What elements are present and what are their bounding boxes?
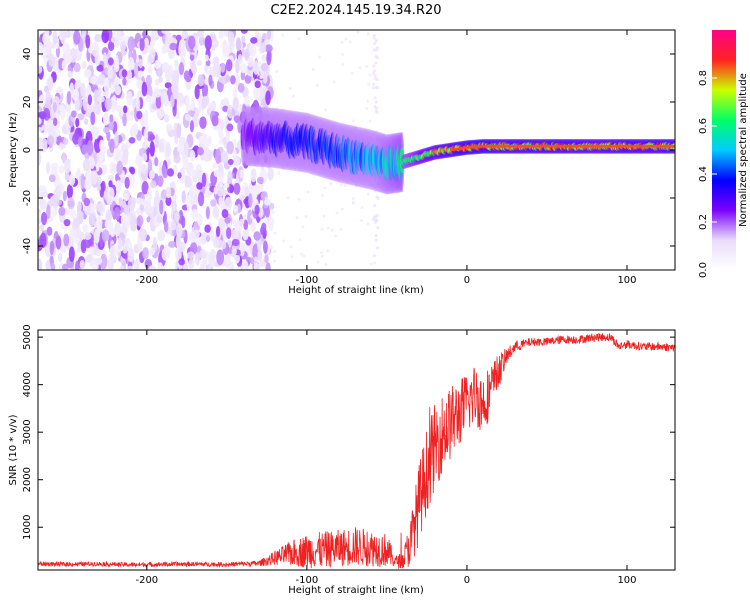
colorbar-tick-label: 0.0	[698, 262, 709, 278]
x-tick-label: -200	[135, 575, 158, 586]
x-tick-label: -100	[296, 575, 319, 586]
colorbar-label: Normalized spectral amplitude	[738, 73, 749, 227]
snr-series-line	[38, 332, 675, 570]
y-tick-label: -40	[22, 238, 33, 254]
spectrogram-y-ticks: -40 -20 0 20 40	[22, 48, 675, 254]
y-tick-label: 0	[22, 147, 33, 153]
y-tick-label: 40	[22, 48, 33, 61]
snr-x-axis-label: Height of straight line (km)	[288, 585, 424, 596]
x-tick-label: 100	[617, 275, 636, 286]
colorbar: 0.0 0.2 0.4 0.6 0.8 Normalized spectral ampl…	[698, 30, 749, 278]
y-tick-label: 2000	[22, 467, 33, 492]
x-tick-label: 100	[617, 575, 636, 586]
snr-plot-area	[38, 330, 675, 570]
y-tick-label: 3000	[22, 419, 33, 444]
y-tick-label: 4000	[22, 372, 33, 397]
x-tick-label: -200	[135, 275, 158, 286]
y-tick-label: -20	[22, 190, 33, 206]
snr-panel: -200 -100 0 100 1000 2000 3000 4000 5000 Height…	[8, 324, 676, 596]
spectrogram-cells	[38, 30, 675, 270]
colorbar-ticks: 0.0 0.2 0.4 0.6 0.8	[698, 70, 717, 278]
y-tick-label: 20	[22, 96, 33, 109]
y-tick-label: 5000	[22, 324, 33, 349]
figure-title: C2E2.2024.145.19.34.R20	[270, 3, 441, 18]
colorbar-scale	[712, 30, 736, 270]
snr-x-ticks: -200 -100 0 100	[135, 330, 637, 586]
x-tick-label: 0	[464, 575, 470, 586]
colorbar-tick-label: 0.6	[698, 118, 709, 134]
spectrogram-x-axis-label: Height of straight line (km)	[288, 285, 424, 296]
snr-y-ticks: 1000 2000 3000 4000 5000	[22, 324, 675, 540]
x-tick-label: 0	[464, 275, 470, 286]
colorbar-tick-label: 0.2	[698, 214, 709, 230]
colorbar-tick-label: 0.4	[698, 166, 709, 182]
colorbar-tick-label: 0.8	[698, 70, 709, 86]
y-tick-label: 1000	[22, 515, 33, 540]
snr-frame	[37, 329, 676, 571]
spectrogram-x-ticks: -200 -100 0 100	[135, 30, 637, 286]
spectrogram-y-axis-label: Frequency (Hz)	[8, 112, 19, 188]
x-tick-label: -100	[296, 275, 319, 286]
snr-y-axis-label: SNR (10 * v/v)	[8, 414, 19, 485]
